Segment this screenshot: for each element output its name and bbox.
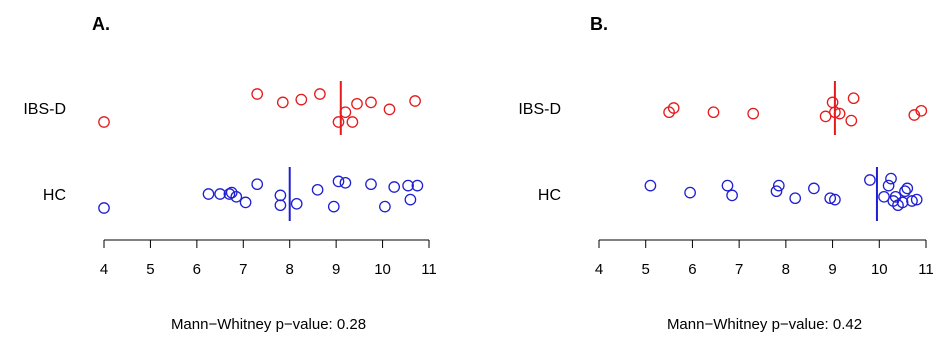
panel-b-point-hc <box>789 192 802 205</box>
panel-a-point-hc <box>202 188 215 200</box>
panel-b-point-hc <box>901 182 914 195</box>
panel-b-x-tick-label: 11 <box>918 261 934 278</box>
panel-a-point-hc <box>404 193 417 206</box>
panel-b-x-tick-label: 10 <box>871 261 888 278</box>
panel-b-group-label-hc: HC <box>538 187 561 204</box>
panel-a-point-ibs-d <box>346 116 359 128</box>
panel-a-point-hc <box>388 181 401 193</box>
panel-b-point-hc <box>721 179 734 192</box>
panel-b-point-hc <box>644 179 657 192</box>
panel-a-point-hc <box>332 175 345 188</box>
panel-b-label: B. <box>590 14 608 34</box>
panel-a-point-hc <box>290 197 303 210</box>
panel-a-point-hc <box>214 188 226 200</box>
panel-b-point-hc <box>896 196 909 209</box>
panel-b-point-ibs-d <box>667 102 680 114</box>
panel-a-point-hc <box>379 200 391 213</box>
panel-a-point-hc <box>411 179 424 192</box>
panel-b-point-ibs-d <box>915 104 928 117</box>
panel-b-x-tick-label: 4 <box>595 261 603 278</box>
panel-a-point-hc <box>223 188 236 200</box>
panel-a-x-tick-label: 7 <box>239 261 247 278</box>
panel-a-x-tick-label: 10 <box>374 261 391 278</box>
panel-b-point-hc <box>684 186 696 199</box>
panel-b-x-tick-label: 9 <box>828 261 836 278</box>
panel-b-point-ibs-d <box>747 107 760 120</box>
panel-b-point-hc <box>770 185 783 198</box>
panel-a-point-hc <box>230 190 243 203</box>
panel-b-point-hc <box>726 189 738 202</box>
panel-a-point-ibs-d <box>409 95 421 107</box>
panel-a-x-tick-label: 4 <box>100 261 108 278</box>
panel-a-point-ibs-d <box>276 96 289 109</box>
panel-b-point-hc <box>864 174 876 186</box>
panel-b-point-hc <box>882 179 895 192</box>
panel-a-point-ibs-d <box>314 88 326 100</box>
panel-b-point-ibs-d <box>845 114 858 127</box>
panel-b-point-ibs-d <box>707 106 720 119</box>
panel-a-x-tick-label: 5 <box>146 261 154 278</box>
panel-b-x-tick-label: 5 <box>642 261 650 278</box>
panel-b-point-hc <box>889 190 902 203</box>
panel-b-point-hc <box>885 172 897 185</box>
panel-a-point-ibs-d <box>332 116 345 128</box>
panel-a-point-hc <box>274 199 287 212</box>
panel-b-point-hc <box>829 193 841 206</box>
panel-a-point-ibs-d <box>98 116 110 128</box>
panel-a-x-tick-label: 8 <box>286 261 294 278</box>
panel-a-x-tick-label: 9 <box>332 261 340 278</box>
panel-a-group-label-ibs-d: IBS-D <box>23 101 66 118</box>
panel-a-x-tick-label: 6 <box>193 261 201 278</box>
panel-b-point-hc <box>808 182 820 195</box>
panel-b-point-hc <box>910 193 923 206</box>
panel-a-point-ibs-d <box>251 88 264 100</box>
panel-a-point-ibs-d <box>351 97 363 110</box>
panel-a-point-hc <box>365 178 377 191</box>
panel-a: A. IBS-D HC 4 5 6 7 8 9 10 11 Mann−Whitney p−value:… <box>23 14 436 333</box>
panel-a-point-hc <box>311 183 324 196</box>
panel-a-point-hc <box>274 189 287 202</box>
panel-a-point-ibs-d <box>365 96 377 109</box>
panel-b-x-tick-label: 7 <box>735 261 743 278</box>
panel-a-point-hc <box>327 200 340 213</box>
panel-a-point-hc <box>251 178 264 191</box>
panel-b-point-ibs-d <box>819 110 832 123</box>
panel-b-point-hc <box>824 192 837 205</box>
panel-b-x-tick-label: 8 <box>782 261 790 278</box>
panel-b-point-ibs-d <box>847 92 860 105</box>
panel-a-point-hc <box>339 176 352 189</box>
panel-a-group-label-hc: HC <box>43 187 66 204</box>
panel-a-point-hc <box>239 196 252 209</box>
panel-b-group-label-ibs-d: IBS-D <box>518 101 561 118</box>
panel-b-x-tick-label: 6 <box>688 261 696 278</box>
panel-a-point-hc <box>402 179 414 192</box>
panel-a-point-ibs-d <box>295 93 308 106</box>
panel-a-label: A. <box>92 14 110 34</box>
panel-b-x-axis-label: Mann−Whitney p−value: 0.42 <box>667 316 862 333</box>
panel-a-point-hc <box>98 202 110 214</box>
panel-b-point-hc <box>878 190 890 203</box>
panel-a-x-tick-label: 11 <box>421 261 437 278</box>
panel-b-point-hc <box>772 179 785 192</box>
panel-b-point-hc <box>899 185 911 198</box>
panel-b-point-hc <box>906 195 918 207</box>
panel-a-point-ibs-d <box>383 103 396 116</box>
panel-b-point-ibs-d <box>826 96 839 109</box>
panel-a-x-axis-label: Mann−Whitney p−value: 0.28 <box>171 316 366 333</box>
panel-b: B. IBS-D HC 4 5 6 7 8 9 10 11 Mann−Whitney p−value:… <box>518 14 933 333</box>
